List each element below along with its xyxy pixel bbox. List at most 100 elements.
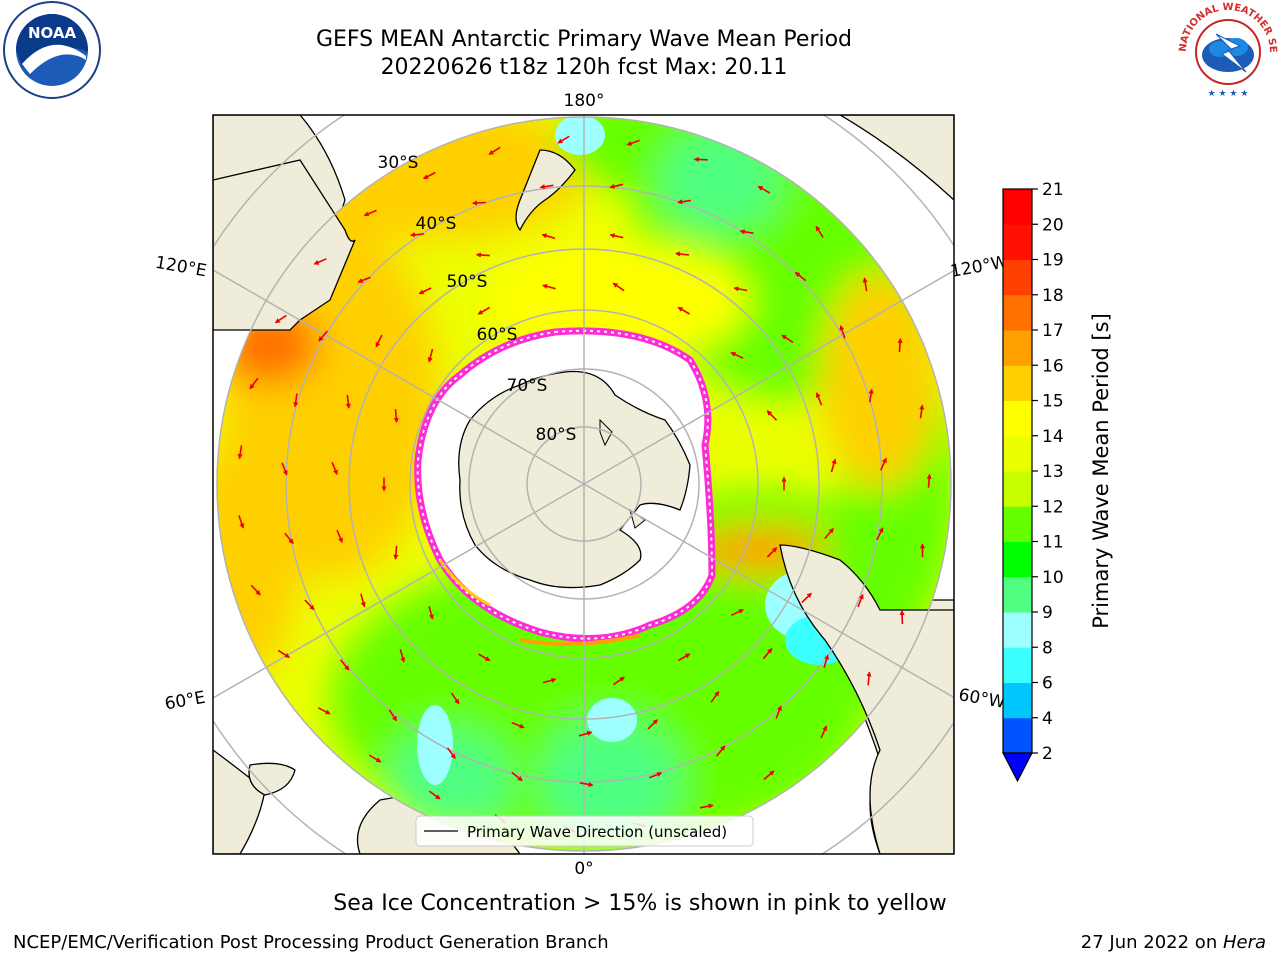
wave-direction-arrow	[277, 649, 291, 658]
colorbar-segment	[1003, 330, 1032, 366]
map-frame	[212, 114, 955, 855]
wave-direction-arrow	[357, 276, 371, 283]
wave-direction-arrow	[446, 747, 456, 760]
colorbar-segment	[1003, 224, 1032, 260]
wave-direction-arrow	[730, 351, 744, 359]
wave-direction-arrow	[427, 348, 434, 363]
wave-direction-arrow	[926, 473, 932, 488]
colorbar-tick-label: 6	[1042, 674, 1053, 694]
colorbar-segment	[1003, 294, 1032, 331]
colorbar-tick-label: 11	[1042, 533, 1064, 553]
wave-direction-arrow	[450, 692, 460, 705]
wave-direction-arrow	[393, 409, 399, 424]
wave-direction-arrow	[428, 790, 441, 800]
wave-direction-arrow	[781, 334, 794, 344]
meridian-label-180: 180°	[564, 91, 605, 111]
colorbar-tick-label: 10	[1042, 568, 1064, 588]
colorbar-extend-arrow	[1002, 752, 1033, 783]
wave-direction-arrow	[693, 156, 708, 163]
wave-direction-arrow	[409, 232, 424, 238]
wave-direction-arrow	[710, 690, 720, 703]
wave-direction-arrow	[626, 139, 640, 146]
wave-direction-arrow	[345, 394, 351, 409]
wave-direction-arrow	[862, 277, 868, 292]
wave-direction-arrow	[677, 653, 691, 662]
colorbar-segment	[1003, 647, 1032, 683]
colorbar-segment	[1003, 259, 1032, 296]
wave-direction-arrow	[879, 457, 887, 471]
wave-direction-arrow	[868, 388, 874, 403]
wave-direction-arrow	[730, 609, 745, 617]
wave-direction-arrow	[762, 648, 773, 660]
noaa-logo: NOAA	[0, 0, 104, 100]
wave-direction-arrow	[317, 707, 331, 715]
meridian-label-120e: 120°E	[154, 253, 208, 282]
wave-direction-arrow	[237, 445, 243, 460]
wave-direction-arrow	[318, 330, 329, 342]
wave-direction-arrow	[857, 593, 864, 608]
colorbar-segment	[1003, 435, 1032, 472]
colorbar-segment	[1003, 717, 1032, 754]
colorbar-tick-label: 9	[1042, 603, 1053, 623]
wave-direction-arrow	[422, 171, 436, 180]
meridian-label-60e: 60°E	[163, 688, 207, 715]
colorbar-segment	[1003, 541, 1032, 578]
wave-direction-arrow	[866, 671, 872, 686]
meridian-label-0: 0°	[574, 859, 593, 879]
title-line-2: 20220626 t18z 120h fcst Max: 20.11	[380, 55, 788, 80]
colorbar-segment	[1003, 471, 1032, 507]
wave-direction-arrow	[815, 392, 823, 406]
legend-label: Primary Wave Direction (unscaled)	[467, 823, 727, 841]
wave-direction-arrow	[763, 770, 775, 781]
lat-label-40s: 40°S	[416, 214, 457, 234]
wave-direction-arrow	[339, 659, 350, 671]
wave-direction-arrow	[677, 306, 691, 315]
colorbar-tick-label: 12	[1042, 497, 1064, 517]
wave-direction-arrow	[511, 771, 523, 782]
colorbar-segment	[1003, 682, 1032, 719]
wave-direction-arrow	[542, 677, 557, 684]
wave-direction-arrow	[249, 377, 259, 390]
wave-direction-arrow	[542, 283, 556, 290]
wave-direction-arrow	[609, 183, 624, 189]
wave-direction-arrow	[375, 334, 383, 348]
lat-label-30s: 30°S	[378, 153, 419, 173]
wave-direction-arrow	[823, 654, 830, 668]
wave-direction-arrow	[281, 462, 288, 476]
wave-direction-arrow	[238, 515, 245, 529]
colorbar: 2 4 6 8 9 10 11 12 13 14 15 16 17 18 19 20 21 Primary Wa…	[1002, 180, 1113, 783]
nws-logo: NATIONAL WEATHER SERVICE ★ ★ ★ ★	[1172, 0, 1280, 100]
footer-date: 27 Jun 2022 on Hera	[1081, 932, 1266, 953]
wave-direction-arrow	[715, 745, 726, 757]
wave-direction-arrow	[815, 225, 824, 238]
wave-direction-arrow	[360, 593, 366, 608]
sea-ice-note: Sea Ice Concentration > 15% is shown in …	[333, 891, 947, 916]
wave-direction-arrow	[839, 325, 846, 339]
wave-direction-arrow	[647, 719, 659, 730]
wave-direction-arrow	[699, 803, 714, 809]
wave-direction-arrow	[304, 599, 315, 611]
colorbar-tick-label: 4	[1042, 709, 1053, 729]
wave-direction-arrow	[609, 233, 624, 239]
colorbar-label: Primary Wave Mean Period [s]	[1089, 313, 1113, 629]
wave-direction-arrow	[399, 649, 406, 663]
colorbar-tick-label: 13	[1042, 462, 1064, 482]
colorbar-tick-label: 16	[1042, 356, 1064, 376]
wave-direction-arrow	[766, 547, 778, 558]
wave-direction-arrow	[475, 252, 490, 258]
wave-direction-arrow	[368, 754, 382, 763]
wave-direction-arrow	[674, 251, 689, 257]
noaa-logo-text: NOAA	[28, 24, 77, 42]
wave-direction-arrow	[739, 229, 754, 235]
wave-direction-arrow	[820, 725, 828, 739]
wave-direction-arrow	[733, 286, 748, 292]
colorbar-tick-label: 8	[1042, 638, 1053, 658]
graticule	[213, 115, 954, 854]
colorbar-tick-label: 15	[1042, 392, 1064, 412]
svg-text:★ ★ ★ ★: ★ ★ ★ ★	[1208, 89, 1249, 99]
wave-direction-arrow	[824, 527, 834, 540]
wave-direction-arrow	[677, 199, 692, 205]
colorbar-segment	[1003, 576, 1032, 613]
colorbar-segment	[1003, 506, 1032, 542]
